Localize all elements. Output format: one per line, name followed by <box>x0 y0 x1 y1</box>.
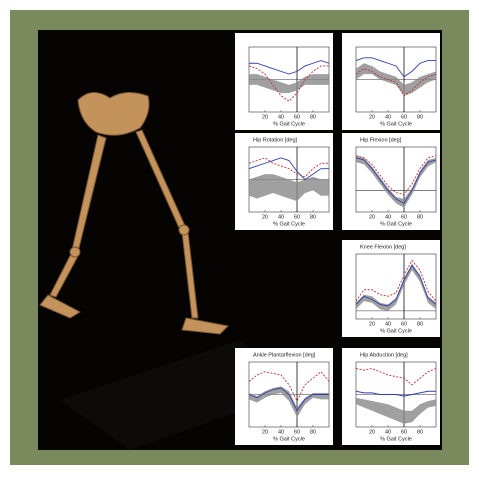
x-tick-label: 40 <box>278 114 284 120</box>
x-axis-label: % Gait Cycle <box>273 436 305 442</box>
x-tick-label: 40 <box>278 214 284 220</box>
series-line <box>249 60 330 75</box>
x-tick-label: 40 <box>385 214 391 220</box>
x-tick-label: 20 <box>369 214 375 220</box>
series-line <box>248 65 329 102</box>
plot-area <box>355 146 437 213</box>
normal-band <box>249 174 329 202</box>
x-tick-label: 20 <box>369 429 375 435</box>
panels: 20 40 60 80 % Gait Cycle 20 40 60 80 % Gait Cycle… <box>235 33 440 445</box>
panel-title: Hip Abduction [deg] <box>360 352 408 358</box>
normal-band <box>249 74 329 94</box>
x-tick-label: 60 <box>401 429 407 435</box>
series-line <box>355 157 437 204</box>
series-line <box>248 157 329 181</box>
panel-title: Hip Rotation [deg] <box>253 137 297 143</box>
x-tick-label: 80 <box>417 214 423 220</box>
panel-title: Knee Flexion [deg] <box>360 244 406 250</box>
x-tick-label: 60 <box>294 214 300 220</box>
series-line <box>355 259 437 302</box>
series-line <box>355 264 437 307</box>
normal-band <box>356 155 436 208</box>
series-line <box>355 155 437 196</box>
x-axis-label: % Gait Cycle <box>273 221 305 227</box>
normal-band <box>249 386 329 418</box>
skeleton <box>39 92 230 335</box>
x-tick-label: 20 <box>369 321 375 327</box>
normal-band <box>356 397 436 424</box>
panel-title: Ankle Plantarflexion [deg] <box>253 352 316 358</box>
x-tick-label: 60 <box>401 321 407 327</box>
normal-band <box>356 63 436 96</box>
x-tick-label: 80 <box>417 321 423 327</box>
x-tick-label: 80 <box>417 429 423 435</box>
x-axis-label: % Gait Cycle <box>273 121 305 127</box>
x-tick-label: 80 <box>310 214 316 220</box>
x-tick-label: 20 <box>262 214 268 220</box>
x-tick-label: 80 <box>310 114 316 120</box>
x-tick-label: 80 <box>310 429 316 435</box>
series-line <box>355 68 437 97</box>
x-axis-label: % Gait Cycle <box>380 436 412 442</box>
x-axis-label: % Gait Cycle <box>380 121 412 127</box>
x-axis-label: % Gait Cycle <box>380 221 412 227</box>
x-tick-label: 60 <box>401 114 407 120</box>
panel <box>342 133 440 230</box>
x-tick-label: 80 <box>417 114 423 120</box>
x-tick-label: 40 <box>278 429 284 435</box>
series-line <box>248 157 329 178</box>
panel-title: Hip Flexion [deg] <box>360 137 402 143</box>
x-tick-label: 20 <box>369 114 375 120</box>
x-tick-label: 60 <box>294 114 300 120</box>
x-tick-label: 20 <box>262 114 268 120</box>
series-line <box>355 368 437 386</box>
x-tick-label: 20 <box>262 429 268 435</box>
series-line <box>248 387 329 412</box>
x-tick-label: 60 <box>401 214 407 220</box>
plot-area <box>355 253 437 320</box>
x-tick-label: 40 <box>385 429 391 435</box>
panel <box>342 348 440 445</box>
x-tick-label: 40 <box>385 321 391 327</box>
x-axis-label: % Gait Cycle <box>380 328 412 334</box>
series-line <box>355 390 436 397</box>
x-tick-label: 40 <box>385 114 391 120</box>
normal-band <box>356 263 436 311</box>
x-tick-label: 60 <box>294 429 300 435</box>
series-line <box>355 57 436 78</box>
